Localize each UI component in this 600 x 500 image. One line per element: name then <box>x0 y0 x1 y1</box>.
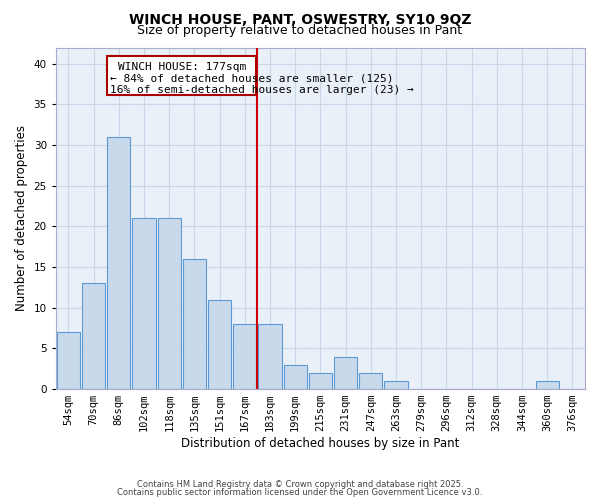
Bar <box>57 332 80 389</box>
FancyBboxPatch shape <box>107 56 256 94</box>
Bar <box>385 381 407 389</box>
Y-axis label: Number of detached properties: Number of detached properties <box>15 126 28 312</box>
Bar <box>334 356 357 389</box>
Bar <box>536 381 559 389</box>
Bar <box>233 324 256 389</box>
Bar <box>284 364 307 389</box>
Text: Contains HM Land Registry data © Crown copyright and database right 2025.: Contains HM Land Registry data © Crown c… <box>137 480 463 489</box>
Bar <box>208 300 231 389</box>
Bar <box>158 218 181 389</box>
Bar <box>259 324 281 389</box>
Bar <box>359 373 382 389</box>
Bar <box>82 284 105 389</box>
Text: WINCH HOUSE: 177sqm: WINCH HOUSE: 177sqm <box>118 62 246 72</box>
Text: 16% of semi-detached houses are larger (23) →: 16% of semi-detached houses are larger (… <box>110 84 414 94</box>
Text: WINCH HOUSE, PANT, OSWESTRY, SY10 9QZ: WINCH HOUSE, PANT, OSWESTRY, SY10 9QZ <box>129 12 471 26</box>
Text: Size of property relative to detached houses in Pant: Size of property relative to detached ho… <box>137 24 463 37</box>
Bar <box>133 218 155 389</box>
Bar <box>107 137 130 389</box>
Bar <box>183 259 206 389</box>
X-axis label: Distribution of detached houses by size in Pant: Distribution of detached houses by size … <box>181 437 460 450</box>
Bar <box>309 373 332 389</box>
Text: ← 84% of detached houses are smaller (125): ← 84% of detached houses are smaller (12… <box>110 74 394 84</box>
Text: Contains public sector information licensed under the Open Government Licence v3: Contains public sector information licen… <box>118 488 482 497</box>
